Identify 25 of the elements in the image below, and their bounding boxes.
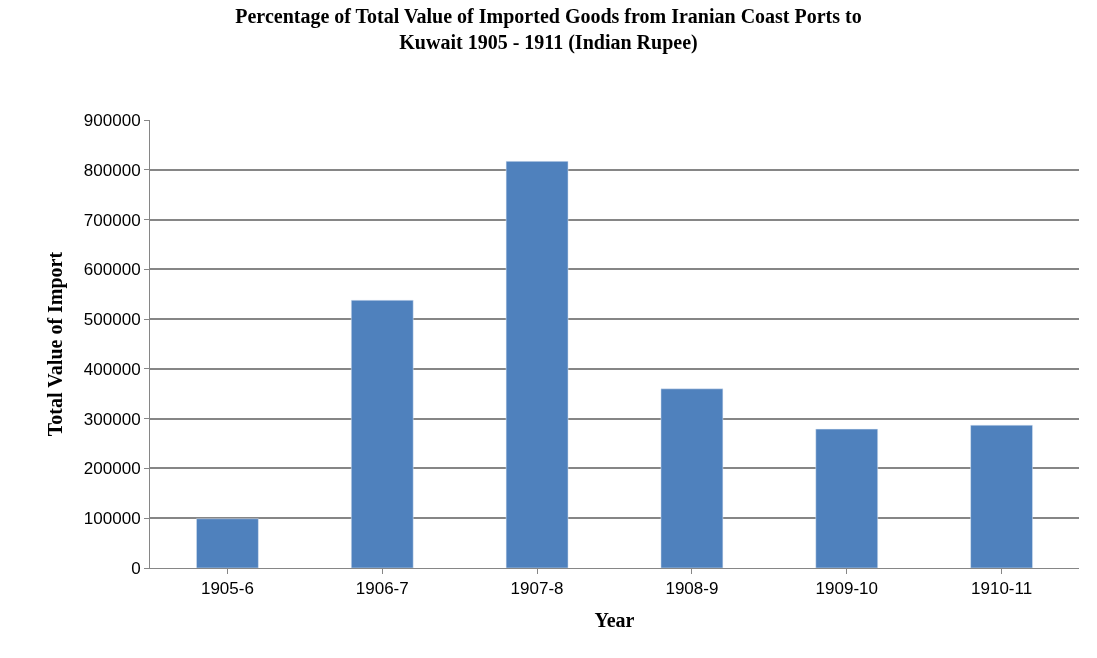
y-tick-label: 600000 [83, 260, 141, 280]
y-tick-label: 400000 [83, 359, 141, 379]
x-tick-label: 1907-8 [510, 579, 564, 599]
x-tick-label: 1908-9 [665, 579, 719, 599]
bar [196, 518, 259, 568]
x-tick-label: 1910-11 [971, 579, 1033, 599]
bar [505, 161, 569, 568]
y-tick-label: 200000 [83, 459, 141, 479]
x-tick-label: 1905-6 [200, 579, 254, 599]
x-tick-label: 1909-10 [815, 579, 878, 599]
y-tick-label: 900000 [83, 110, 141, 130]
x-tick-label: 1906-7 [355, 579, 409, 599]
y-axis-title: Total Value of Import [44, 251, 68, 437]
bar [970, 424, 1033, 568]
y-tick-label: 0 [131, 558, 141, 578]
y-tick-label: 300000 [83, 409, 141, 429]
y-tick-label: 800000 [83, 160, 141, 180]
y-tick-label: 500000 [83, 310, 141, 330]
chart-title: Percentage of Total Value of Imported Goods from Iranian Coast Ports to Kuwait 1905 - 1911 (Indian Rupee) [235, 5, 862, 55]
bar [351, 299, 414, 568]
bar [660, 388, 724, 568]
y-tick-label: 700000 [83, 210, 141, 230]
bar [815, 428, 878, 568]
x-axis-title: Year [594, 608, 635, 631]
y-tick-label: 100000 [83, 509, 141, 529]
